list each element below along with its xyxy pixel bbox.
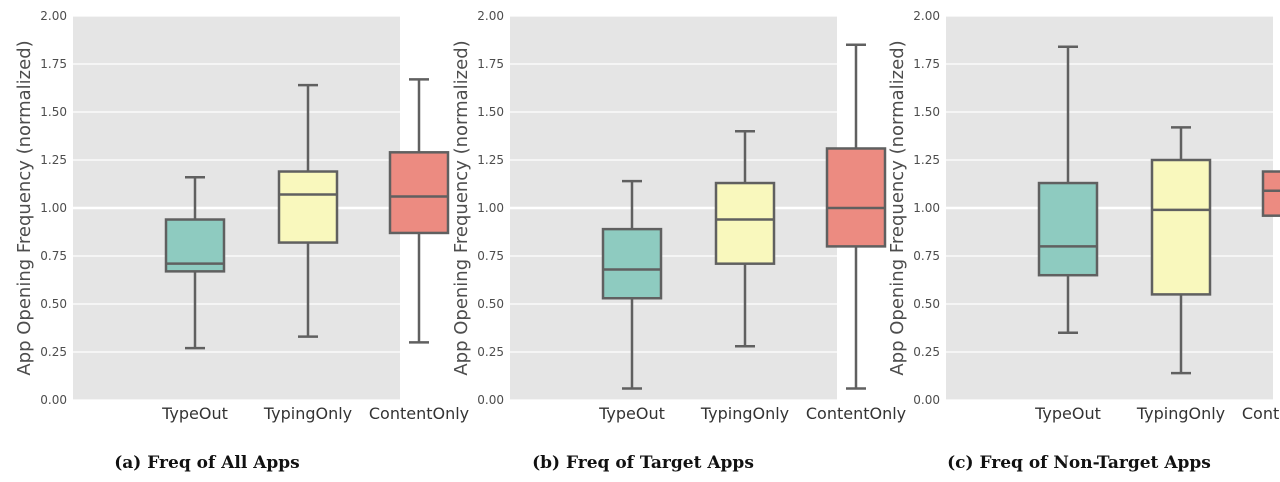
y-tick-label: 2.00 [913, 9, 940, 23]
box-contentonly [1261, 170, 1280, 217]
y-tick-label: 0.50 [40, 297, 67, 311]
y-axis-label: App Opening Frequency (normalized) [14, 40, 35, 375]
y-tick-label: 1.50 [40, 105, 67, 119]
y-tick-label: 0.25 [477, 345, 504, 359]
x-tick-label: TypeOut [1034, 404, 1101, 423]
box-contentonly [825, 147, 887, 248]
y-tick-label: 0.50 [477, 297, 504, 311]
y-tick-label: 1.75 [913, 57, 940, 71]
x-tick-label: TypingOnly [700, 404, 789, 423]
y-tick-label: 0.75 [913, 249, 940, 263]
x-tick-label: ContentOnly [1242, 404, 1280, 423]
x-tick-label: TypingOnly [263, 404, 352, 423]
y-tick-label: 2.00 [477, 9, 504, 23]
box-typingonly [714, 181, 776, 265]
x-tick-label: TypeOut [598, 404, 665, 423]
subfigure-caption: (c) Freq of Non-Target Apps [947, 453, 1211, 473]
y-tick-label: 0.25 [913, 345, 940, 359]
y-tick-label: 1.75 [40, 57, 67, 71]
y-tick-label: 1.00 [40, 201, 67, 215]
y-tick-label: 0.50 [913, 297, 940, 311]
box-typeout [1037, 181, 1099, 277]
box-typeout [601, 227, 663, 300]
box-typingonly [1150, 158, 1212, 296]
y-tick-label: 0.00 [40, 393, 67, 407]
y-tick-label: 0.75 [477, 249, 504, 263]
subfigure-caption: (b) Freq of Target Apps [532, 453, 754, 473]
y-tick-label: 1.50 [477, 105, 504, 119]
y-tick-label: 1.75 [477, 57, 504, 71]
x-tick-label: TypingOnly [1136, 404, 1225, 423]
x-tick-label: ContentOnly [369, 404, 469, 423]
x-tick-label: ContentOnly [806, 404, 906, 423]
y-tick-label: 1.00 [913, 201, 940, 215]
y-tick-label: 0.75 [40, 249, 67, 263]
y-tick-label: 1.00 [477, 201, 504, 215]
y-tick-label: 0.00 [477, 393, 504, 407]
y-tick-label: 1.25 [40, 153, 67, 167]
y-tick-label: 2.00 [40, 9, 67, 23]
box-contentonly [388, 151, 450, 235]
y-tick-label: 1.50 [913, 105, 940, 119]
x-tick-label: TypeOut [161, 404, 228, 423]
box-typingonly [277, 170, 339, 244]
y-axis-label: App Opening Frequency (normalized) [887, 40, 908, 375]
y-axis-label: App Opening Frequency (normalized) [451, 40, 472, 375]
y-tick-label: 0.00 [913, 393, 940, 407]
y-tick-label: 1.25 [477, 153, 504, 167]
y-tick-label: 1.25 [913, 153, 940, 167]
y-tick-label: 0.25 [40, 345, 67, 359]
subfigure-caption: (a) Freq of All Apps [114, 453, 300, 473]
